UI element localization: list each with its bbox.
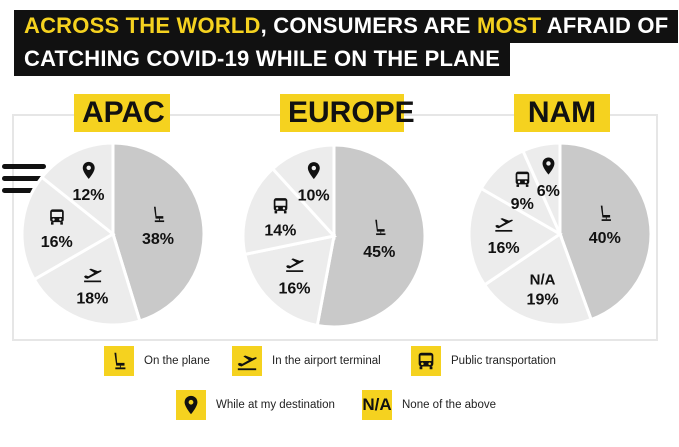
title-line-2: CATCHING COVID-19 WHILE ON THE PLANE [14, 43, 511, 76]
europe-title: EUROPE [280, 94, 415, 132]
title-line-1: ACROSS THE WORLD, CONSUMERS ARE MOST AFR… [14, 10, 679, 43]
legend-none: N/A None of the above [362, 390, 496, 420]
legend-airport: In the airport terminal [232, 346, 381, 376]
legend-on-plane: On the plane [104, 346, 210, 376]
slice-value-label: 16% [41, 234, 73, 251]
slice-value-label: 40% [589, 230, 621, 247]
bus-icon [50, 209, 64, 225]
pie-slice [467, 186, 563, 287]
legend-destination: While at my destination [176, 390, 335, 420]
legend-label-airport: In the airport terminal [272, 355, 381, 367]
pie-slice [315, 143, 427, 329]
title-text-consumers: , CONSUMERS ARE [260, 13, 477, 38]
airplane-departure-icon [232, 346, 262, 376]
legend-label-destination: While at my destination [216, 399, 335, 411]
bus-icon [515, 171, 530, 187]
pie-slice [20, 175, 116, 282]
legend-label-on-plane: On the plane [144, 355, 210, 367]
pin-icon [82, 161, 95, 179]
slice-value-label: 9% [511, 196, 534, 213]
na-symbol: N/A [362, 390, 392, 420]
bus-icon [273, 198, 288, 214]
plane-icon [84, 268, 102, 283]
seat-icon [104, 346, 134, 376]
apac-title: APAC [74, 94, 170, 132]
title-highlight-most: MOST [476, 13, 542, 38]
legend-transport: Public transportation [411, 346, 556, 376]
pie-slice [558, 141, 653, 322]
bus-icon [411, 346, 441, 376]
plane-icon [286, 258, 304, 272]
pie-slice [241, 166, 337, 257]
legend-label-transport: Public transportation [451, 355, 556, 367]
slice-value-label: 16% [278, 280, 310, 297]
pie-europe: 45% 16% 14% 10% [241, 143, 427, 329]
nam-title: NAM [514, 94, 610, 132]
slice-value-label: 16% [488, 240, 520, 257]
pie-slice [482, 231, 594, 327]
title-text-afraid: AFRAID OF [541, 13, 669, 38]
location-pin-icon [176, 390, 206, 420]
slice-value-label: 45% [363, 244, 395, 261]
pie-slice [32, 231, 142, 327]
pin-icon [542, 157, 555, 175]
legend-label-none: None of the above [402, 399, 496, 411]
slice-value-label: 14% [264, 223, 296, 240]
slice-value-label: 38% [142, 231, 174, 248]
seat-icon [153, 206, 165, 223]
seat-icon [375, 219, 386, 236]
seat-icon [600, 205, 611, 221]
slice-value-label: 12% [73, 187, 105, 204]
plane-icon [495, 218, 513, 232]
pie-slice [39, 141, 115, 238]
pie-slice [111, 141, 206, 323]
hamburger-menu-icon[interactable] [2, 164, 46, 194]
slice-value-label: 10% [298, 187, 330, 204]
slice-value-label: 19% [527, 292, 559, 309]
pie-slice [243, 234, 336, 328]
slice-value-label: 18% [76, 291, 108, 308]
pie-nam: 40% N/A 19% 16% 9%6% [467, 141, 653, 327]
na-symbol: N/A [530, 272, 556, 289]
title-highlight-across: ACROSS THE WORLD [24, 13, 261, 38]
slice-value-label: 6% [537, 183, 560, 200]
pin-icon [307, 162, 320, 180]
pie-apac: 38% 18% 16% 12% [20, 141, 206, 327]
